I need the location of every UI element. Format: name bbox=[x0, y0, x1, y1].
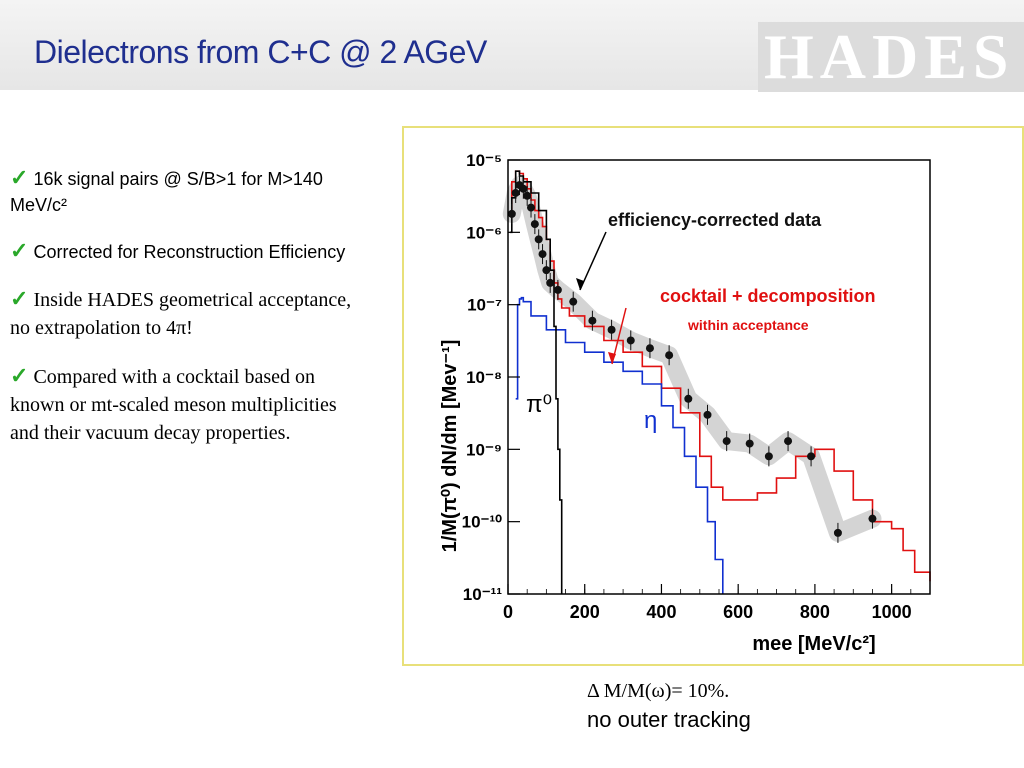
hades-logo: HADES bbox=[758, 22, 1024, 92]
data-point bbox=[553, 285, 562, 294]
x-tick-label: 600 bbox=[723, 602, 753, 622]
bullet-item: ✓ Inside HADES geometrical acceptance, n… bbox=[10, 285, 365, 342]
data-point bbox=[684, 394, 693, 403]
bullet-item: ✓ 16k signal pairs @ S/B>1 for M>140 MeV… bbox=[10, 165, 365, 218]
data-point bbox=[542, 266, 551, 275]
y-tick-label: 10⁻⁷ bbox=[467, 296, 502, 315]
spectrum-chart: 0 200 400 600 800 1000 10⁻⁵ 10⁻⁶ 10⁻⁷ 10⁻⁸ 10⁻⁹ 10⁻… bbox=[439, 151, 931, 655]
y-tick-label: 10⁻¹¹ bbox=[463, 585, 503, 604]
cocktail-annotation: cocktail + decomposition bbox=[660, 286, 876, 306]
bullet-text: Inside HADES geometrical acceptance, no … bbox=[10, 289, 352, 339]
data-point bbox=[784, 437, 793, 446]
x-tick-label: 1000 bbox=[872, 602, 912, 622]
data-point bbox=[626, 336, 635, 345]
x-tick-label: 200 bbox=[570, 602, 600, 622]
data-point bbox=[645, 344, 654, 353]
data-point bbox=[745, 439, 754, 448]
x-tick-label: 0 bbox=[503, 602, 513, 622]
y-tick-label: 10⁻¹⁰ bbox=[462, 513, 503, 532]
hades-logo-text: HADES bbox=[764, 22, 1015, 92]
data-point bbox=[511, 188, 520, 197]
data-point bbox=[722, 437, 731, 446]
bullet-item: ✓ Compared with a cocktail based on know… bbox=[10, 362, 365, 447]
data-point bbox=[519, 184, 528, 193]
data-annotation: efficiency-corrected data bbox=[608, 210, 822, 230]
x-tick-label: 800 bbox=[800, 602, 830, 622]
pi0-annotation: π⁰ bbox=[526, 391, 552, 418]
checkmark-icon: ✓ bbox=[10, 165, 29, 190]
checkmark-icon: ✓ bbox=[10, 286, 29, 311]
y-tick-label: 10⁻⁶ bbox=[466, 223, 502, 242]
y-tick-label: 10⁻⁵ bbox=[466, 151, 502, 170]
data-point bbox=[833, 528, 842, 537]
chart-panel: 0 200 400 600 800 1000 10⁻⁵ 10⁻⁶ 10⁻⁷ 10⁻⁸ 10⁻⁹ 10⁻… bbox=[402, 126, 1024, 666]
bullet-text: 16k signal pairs @ S/B>1 for M>140 MeV/c… bbox=[10, 169, 323, 215]
acceptance-annotation: within acceptance bbox=[687, 317, 809, 333]
bullet-text: Compared with a cocktail based on known … bbox=[10, 366, 337, 444]
bullet-item: ✓ Corrected for Reconstruction Efficienc… bbox=[10, 238, 365, 265]
axis-layer: 0 200 400 600 800 1000 10⁻⁵ 10⁻⁶ 10⁻⁷ 10⁻⁸ 10⁻⁹ 10⁻… bbox=[462, 151, 931, 622]
caption: Δ M/M(ω)= 10%. no outer tracking bbox=[587, 680, 751, 733]
x-tick-label: 400 bbox=[646, 602, 676, 622]
y-tick-label: 10⁻⁸ bbox=[466, 368, 502, 387]
data-band-layer bbox=[502, 176, 882, 542]
data-point bbox=[530, 220, 539, 229]
y-axis-title: 1/M(π⁰) dN/dm [Mev⁻¹] bbox=[439, 340, 461, 553]
slide-header: Dielectrons from C+C @ 2 AGeV HADES bbox=[0, 0, 1024, 92]
data-point bbox=[868, 514, 877, 523]
data-arrow bbox=[579, 231, 607, 291]
mass-resolution-note: Δ M/M(ω)= 10%. bbox=[587, 680, 730, 702]
y-tick-label: 10⁻⁹ bbox=[466, 440, 502, 459]
cocktail-arrow-head bbox=[608, 352, 616, 364]
data-point bbox=[607, 325, 616, 334]
data-point bbox=[527, 203, 536, 212]
data-band bbox=[502, 176, 882, 542]
tracking-note: no outer tracking bbox=[587, 707, 751, 732]
data-point bbox=[764, 452, 773, 461]
bullet-list: ✓ 16k signal pairs @ S/B>1 for M>140 MeV… bbox=[10, 165, 365, 467]
checkmark-icon: ✓ bbox=[10, 363, 29, 388]
slide-title: Dielectrons from C+C @ 2 AGeV bbox=[34, 34, 487, 70]
bullet-text: Corrected for Reconstruction Efficiency bbox=[33, 242, 346, 262]
data-point bbox=[703, 410, 712, 419]
series-line-eta bbox=[515, 296, 724, 594]
data-point bbox=[538, 250, 547, 259]
data-point bbox=[665, 351, 674, 360]
data-point bbox=[807, 452, 816, 461]
data-point bbox=[534, 235, 543, 244]
eta-annotation: η bbox=[644, 407, 657, 434]
data-point bbox=[546, 278, 555, 287]
series-line-pi0 bbox=[509, 170, 563, 594]
data-point bbox=[569, 297, 578, 306]
data-point bbox=[507, 209, 516, 218]
data-arrow-head bbox=[576, 278, 584, 290]
data-point bbox=[588, 316, 597, 325]
series-layer bbox=[507, 170, 931, 594]
checkmark-icon: ✓ bbox=[10, 238, 29, 263]
x-axis-title: mee [MeV/c²] bbox=[752, 633, 875, 655]
data-point bbox=[523, 191, 532, 200]
